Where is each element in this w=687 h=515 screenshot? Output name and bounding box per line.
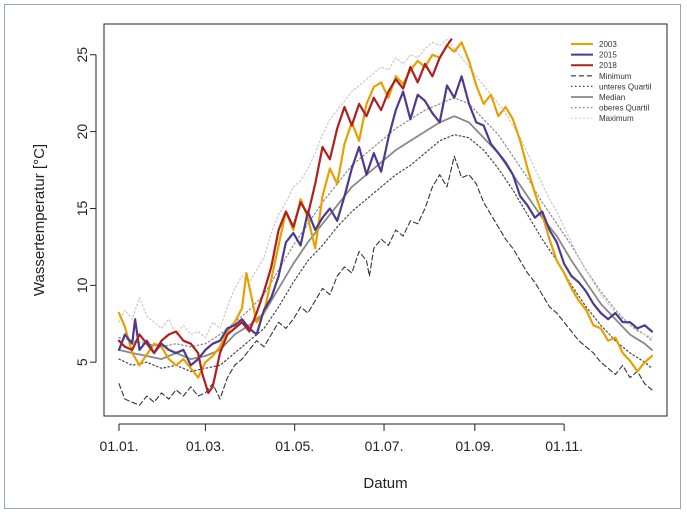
y-tick-label: 20: [74, 124, 90, 140]
x-tick-label: 01.05.: [275, 438, 314, 454]
series-line-oberes-quartil: [118, 97, 653, 348]
x-tick-label: 01.11.: [545, 438, 583, 454]
legend-label: Median: [599, 93, 625, 102]
y-axis-title: Wassertemperatur [°C]: [31, 144, 48, 296]
x-axis-title: Datum: [363, 475, 407, 492]
series-layer: [117, 38, 654, 406]
y-tick-label: 5: [74, 358, 90, 366]
legend-label: 2003: [599, 40, 617, 49]
figure-frame: [4, 4, 681, 509]
y-tick-label: 15: [74, 200, 90, 216]
legend-label: Maximum: [599, 114, 634, 123]
x-tick-label: 01.07.: [365, 438, 404, 454]
legend-label: Minimum: [599, 72, 632, 81]
legend-label: 2018: [599, 61, 617, 70]
y-tick-label: 10: [74, 277, 90, 293]
legend-label: unteres Quartil: [599, 82, 652, 91]
x-tick-label: 01.03.: [186, 438, 225, 454]
series-line-minimum: [118, 155, 653, 406]
series-line-maximum: [118, 38, 653, 339]
legend-label: 2015: [599, 51, 617, 60]
series-line-unteres-quartil: [118, 134, 653, 372]
x-axis: 01.01. 01.03. 01.05. 01.07. 01.09. 01.11.: [100, 423, 583, 454]
x-tick-label: 01.09.: [455, 438, 494, 454]
series-line-2018: [117, 38, 453, 394]
y-axis: 5 10 15 20 25: [74, 47, 97, 366]
series-line-median: [118, 115, 653, 361]
x-tick-label: 01.01.: [100, 438, 139, 454]
y-tick-label: 25: [74, 47, 90, 63]
legend-label: oberes Quartil: [599, 104, 649, 113]
series-line-2015: [117, 75, 654, 367]
series-line-2003: [117, 41, 654, 379]
plot-area: [103, 23, 668, 417]
